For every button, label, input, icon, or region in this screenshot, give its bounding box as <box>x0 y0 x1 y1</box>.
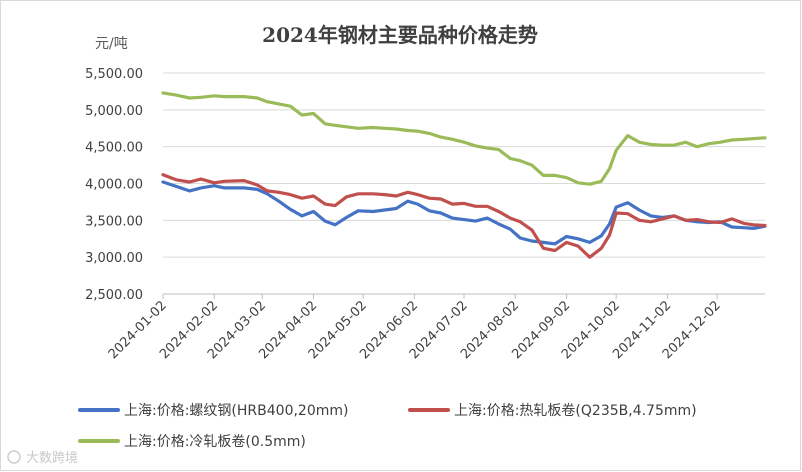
legend-label-rebar: 上海:价格:螺纹钢(HRB400,20mm) <box>124 403 348 419</box>
y-tick-label: 5,000.00 <box>85 104 143 119</box>
legend-label-hot-rolled: 上海:价格:热轧板卷(Q235B,4.75mm) <box>454 403 697 419</box>
y-tick-label: 4,000.00 <box>85 178 143 193</box>
y-tick-label: 2,500.00 <box>85 288 143 303</box>
y-axis-ticks: 2,500.00 3,000.00 3,500.00 4,000.00 4,500.00… <box>85 67 143 303</box>
y-tick-label: 5,500.00 <box>85 67 143 82</box>
watermark-text: 大数跨境 <box>26 451 78 466</box>
watermark-logo-icon <box>7 450 21 464</box>
series-line-hot-rolled <box>161 173 767 259</box>
legend-label-cold-rolled: 上海:价格:冷轧板卷(0.5mm) <box>124 434 306 450</box>
series-lines <box>161 91 767 259</box>
chart-title: 2024年钢材主要品种价格走势 <box>262 23 538 47</box>
series-line-cold-rolled <box>161 91 767 186</box>
y-tick-label: 4,500.00 <box>85 141 143 156</box>
y-tick-label: 3,500.00 <box>85 214 143 229</box>
watermark: 大数跨境 <box>7 450 78 466</box>
legend: 上海:价格:螺纹钢(HRB400,20mm) 上海:价格:热轧板卷(Q235B,… <box>78 403 697 450</box>
x-axis: 2024-01-022024-02-022024-03-022024-04-02… <box>106 293 765 362</box>
gridlines <box>163 72 765 258</box>
series-line-rebar <box>161 180 767 246</box>
y-axis-unit-label: 元/吨 <box>95 36 128 52</box>
y-tick-label: 3,000.00 <box>85 251 143 266</box>
